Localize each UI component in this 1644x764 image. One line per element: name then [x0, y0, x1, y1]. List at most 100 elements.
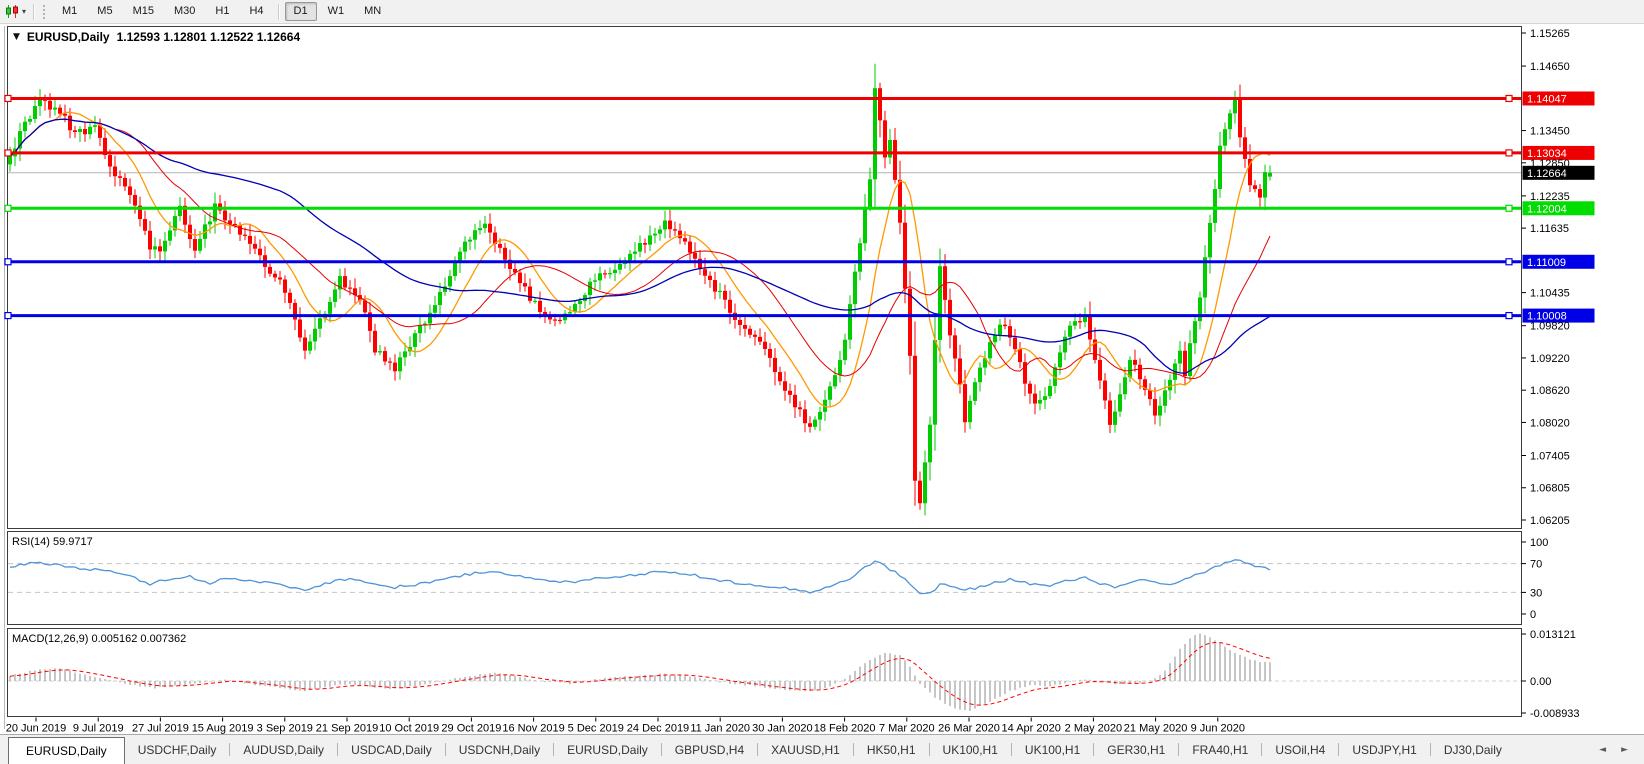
- price-pane[interactable]: [7, 26, 1522, 529]
- chart-tab-eurusd-daily-0[interactable]: EURUSD,Daily: [8, 736, 125, 764]
- tab-separator: [928, 743, 930, 756]
- svg-text:1.09820: 1.09820: [1530, 321, 1570, 333]
- svg-text:1.13450: 1.13450: [1530, 126, 1570, 138]
- price-line-label-text: 1.12004: [1527, 203, 1567, 215]
- svg-text:1.06205: 1.06205: [1530, 515, 1570, 527]
- svg-text:21 May 2020: 21 May 2020: [1124, 723, 1188, 735]
- chart-tab-usoil-h4-13[interactable]: USOil,H4: [1275, 742, 1326, 757]
- chart-tab-hk50-h1-8[interactable]: HK50,H1: [866, 742, 916, 757]
- tab-separator: [553, 743, 555, 756]
- ma-mid-line[interactable]: [9, 118, 1271, 380]
- chart-tab-usdcad-daily-3[interactable]: USDCAD,Daily: [351, 742, 432, 757]
- hline-handle[interactable]: [1505, 94, 1513, 103]
- svg-text:10 Oct 2019: 10 Oct 2019: [379, 723, 439, 735]
- price-line-label: [1522, 308, 1595, 323]
- timeframe-button-m5[interactable]: M5: [97, 5, 113, 17]
- tab-separator: [1178, 743, 1180, 756]
- ma-slow-line[interactable]: [9, 118, 1271, 374]
- svg-text:7 Mar 2020: 7 Mar 2020: [879, 723, 935, 735]
- svg-text:9 Jun 2020: 9 Jun 2020: [1191, 723, 1245, 735]
- svg-text:14 Apr 2020: 14 Apr 2020: [1002, 723, 1061, 735]
- candlesticks: [8, 63, 1272, 516]
- hline-handle[interactable]: [4, 258, 12, 266]
- tab-separator: [852, 743, 854, 756]
- timeframe-button-d1[interactable]: D1: [284, 2, 317, 21]
- rsi-pane[interactable]: [7, 531, 1522, 625]
- chart-type-dropdown-caret[interactable]: ▾: [22, 7, 27, 16]
- svg-text:3 Sep 2019: 3 Sep 2019: [257, 723, 313, 735]
- chart-tab-usdcnh-daily-4[interactable]: USDCNH,Daily: [458, 742, 541, 757]
- svg-text:20 Jun 2019: 20 Jun 2019: [6, 723, 67, 735]
- chart-title: ▼ EURUSD,Daily 1.12593 1.12801 1.12522 1…: [13, 30, 300, 44]
- chart-tab-fra40-h1-12[interactable]: FRA40,H1: [1192, 742, 1249, 757]
- toolbar-separator: [33, 3, 36, 20]
- chart-type-icon[interactable]: [4, 4, 21, 19]
- timeframe-button-m30[interactable]: M30: [173, 5, 196, 17]
- svg-text:1.09220: 1.09220: [1530, 353, 1570, 365]
- price-line-label: [1522, 91, 1595, 106]
- svg-text:1.12235: 1.12235: [1530, 191, 1570, 203]
- chart-tab-eurusd-daily-5[interactable]: EURUSD,Daily: [567, 742, 648, 757]
- macd-axis-tick: 0.013121: [1530, 629, 1576, 641]
- svg-text:18 Feb 2020: 18 Feb 2020: [814, 723, 876, 735]
- tabs-scroll-left-icon[interactable]: ◄: [1599, 744, 1607, 755]
- tab-separator: [229, 743, 231, 756]
- timeframe-button-h4[interactable]: H4: [249, 5, 264, 17]
- svg-text:11 Jan 2020: 11 Jan 2020: [690, 723, 750, 735]
- hline-handle[interactable]: [1505, 204, 1513, 212]
- chart-tab-usdjpy-h1-14[interactable]: USDJPY,H1: [1352, 742, 1417, 757]
- hline-handle[interactable]: [4, 94, 12, 103]
- chart-tab-xauusd-h1-7[interactable]: XAUUSD,H1: [771, 742, 840, 757]
- hline-handle[interactable]: [4, 311, 12, 320]
- chart-tab-uk100-h1-9[interactable]: UK100,H1: [942, 742, 998, 757]
- ma-fast-line[interactable]: [9, 111, 1271, 408]
- timeframe-button-m1[interactable]: M1: [62, 5, 78, 17]
- hline-handle[interactable]: [4, 149, 12, 157]
- hline-handle[interactable]: [4, 204, 12, 212]
- tab-separator: [1010, 743, 1012, 756]
- svg-text:24 Dec 2019: 24 Dec 2019: [627, 723, 689, 735]
- price-line-label: [1522, 254, 1595, 269]
- chart-tab-dj30-daily-15[interactable]: DJ30,Daily: [1443, 742, 1502, 757]
- svg-text:1.14650: 1.14650: [1530, 61, 1570, 73]
- rsi-axis-tick: 0: [1530, 609, 1536, 621]
- svg-text:16 Nov 2019: 16 Nov 2019: [502, 723, 564, 735]
- rsi-label: RSI(14) 59.9717: [12, 536, 93, 548]
- macd-axis-tick: 0.00: [1530, 676, 1551, 688]
- time-axis[interactable]: 20 Jun 2019 9 Jul 2019 27 Jul 2019 15 Aug 2…: [6, 717, 1245, 735]
- svg-text:9 Jul 2019: 9 Jul 2019: [73, 723, 124, 735]
- macd-pane[interactable]: [7, 628, 1522, 717]
- hline-handle[interactable]: [1505, 311, 1513, 320]
- timeframe-button-mn[interactable]: MN: [364, 5, 382, 17]
- symbol-dropdown-icon[interactable]: ▼: [13, 32, 20, 42]
- chart-tab-uk100-h1-10[interactable]: UK100,H1: [1024, 742, 1081, 757]
- chart-tab-ger30-h1-11[interactable]: GER30,H1: [1107, 742, 1166, 757]
- price-axis[interactable]: 1.152651.146501.134501.128501.122351.116…: [1521, 28, 1570, 527]
- timeframe-button-h1[interactable]: H1: [215, 5, 230, 17]
- chart-tab-audusd-daily-2[interactable]: AUDUSD,Daily: [243, 742, 325, 757]
- hline-handle[interactable]: [1505, 258, 1513, 266]
- hline-handle[interactable]: [1505, 149, 1513, 157]
- candlestick-icon: [6, 5, 18, 18]
- current-price-badge-text: 1.12664: [1527, 168, 1567, 180]
- svg-text:1.15265: 1.15265: [1530, 28, 1570, 40]
- chart-tab-usdchf-daily-1[interactable]: USDCHF,Daily: [137, 742, 217, 757]
- macd-axis-tick: -0.008933: [1530, 708, 1580, 720]
- svg-text:1.10435: 1.10435: [1530, 288, 1570, 300]
- rsi-axis-tick: 70: [1530, 559, 1542, 571]
- tab-separator: [1429, 743, 1431, 756]
- svg-text:21 Sep 2019: 21 Sep 2019: [316, 723, 378, 735]
- chart-title-symbol: EURUSD,Daily: [26, 30, 110, 44]
- tabs-scroll-right-icon[interactable]: ►: [1621, 744, 1628, 755]
- timeframe-toolbar: ▾ M1 M5 M15 M30 H1 H4 D1 W1 MN: [0, 0, 1644, 24]
- chart-area[interactable]: 1.14047 1.13034 1.12004 1.11009 1.10008 1.152…: [0, 24, 1644, 734]
- timeframe-button-w1[interactable]: W1: [327, 5, 345, 17]
- chart-title-quotes: 1.12593 1.12801 1.12522 1.12664: [116, 30, 301, 44]
- svg-text:1.07405: 1.07405: [1530, 450, 1570, 462]
- timeframe-button-m15[interactable]: M15: [132, 5, 154, 17]
- svg-text:27 Jul 2019: 27 Jul 2019: [132, 723, 189, 735]
- toolbar-grip[interactable]: [43, 4, 46, 19]
- toolbar-separator: [277, 3, 280, 20]
- price-line-label-text: 1.11009: [1527, 257, 1566, 269]
- chart-tab-gbpusd-h4-6[interactable]: GBPUSD,H4: [674, 742, 745, 757]
